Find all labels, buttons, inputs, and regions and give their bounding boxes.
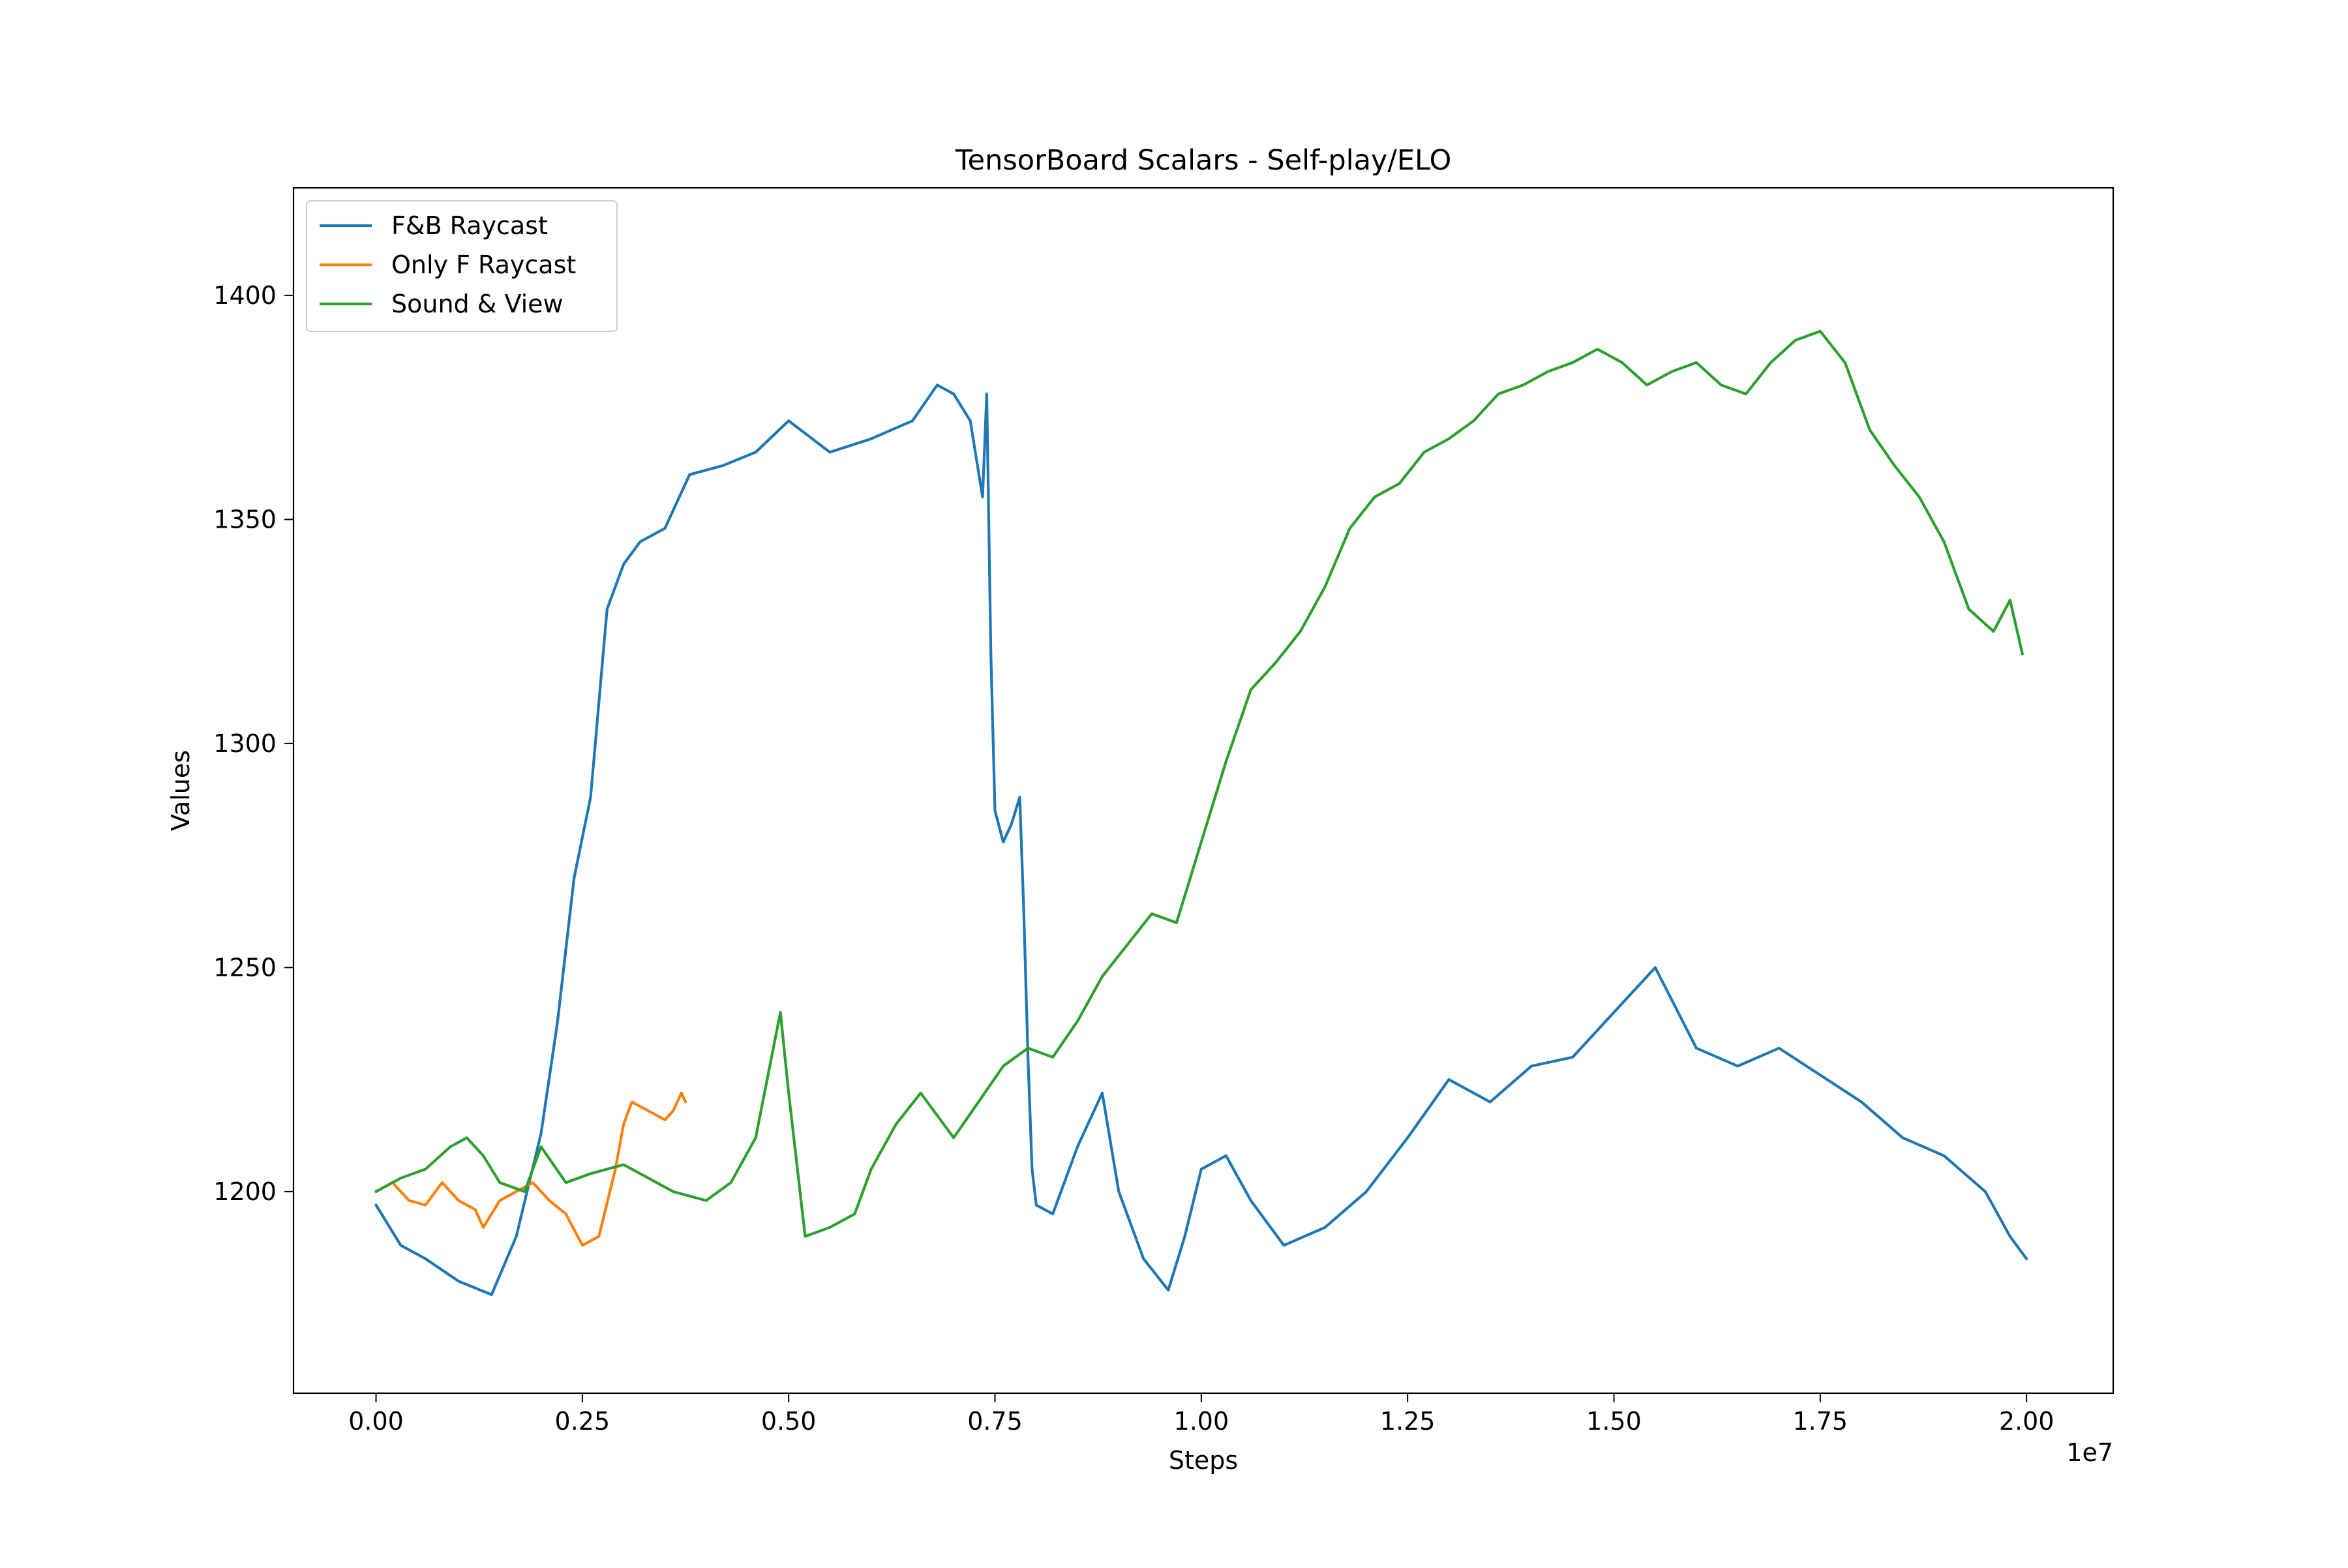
series-line-0 [374,384,2028,1297]
y-tick-label: 1400 [213,281,277,310]
x-tick-label: 1.50 [1586,1407,1642,1436]
x-axis-offset-text: 1e7 [2066,1438,2113,1467]
plot-area-frame [292,187,2115,1395]
x-tick-label: 0.25 [555,1407,610,1436]
y-tick-label: 1250 [213,953,277,982]
x-axis-label: Steps [1169,1446,1238,1475]
legend-label: Only F Raycast [391,250,576,279]
legend-label: Sound & View [391,290,564,318]
x-tick-label: 1.25 [1380,1407,1436,1436]
series-line-2 [374,329,2024,1238]
x-tick-label: 1.75 [1793,1407,1848,1436]
x-tick-label: 1.00 [1174,1407,1229,1436]
legend-box [306,200,618,332]
x-tick-label: 0.75 [967,1407,1023,1436]
y-axis-label: Values [166,750,195,831]
y-axis: 1200 1250 1300 1350 1400 [213,281,294,1206]
legend-label: F&B Raycast [391,211,548,240]
plot-lines [374,329,2028,1297]
series-line-1 [374,1091,687,1247]
y-tick-label: 1300 [213,729,277,758]
y-tick-label: 1200 [213,1177,277,1206]
x-tick-label: 0.50 [761,1407,817,1436]
y-tick-label: 1350 [213,505,277,534]
legend: F&B Raycast Only F Raycast Sound & View [306,200,618,332]
x-axis: 0.00 0.25 0.50 0.75 1.00 1.25 1.50 1.75 2.00 [348,1393,2054,1436]
x-tick-label: 0.00 [348,1407,404,1436]
chart-title: TensorBoard Scalars - Self-play/ELO [955,144,1452,177]
x-tick-label: 2.00 [1999,1407,2054,1436]
